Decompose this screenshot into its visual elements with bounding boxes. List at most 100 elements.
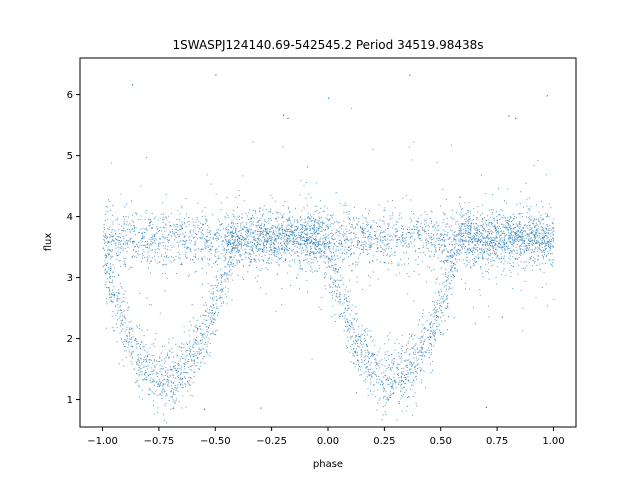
- data-point: [545, 255, 547, 257]
- data-point: [381, 381, 383, 383]
- data-point: [122, 324, 124, 326]
- data-point: [271, 262, 272, 264]
- data-point: [173, 260, 175, 262]
- data-point: [375, 374, 377, 376]
- data-point: [185, 385, 187, 387]
- data-point: [430, 315, 432, 316]
- data-point: [263, 260, 265, 262]
- data-point: [118, 289, 120, 291]
- data-point: [127, 240, 129, 242]
- data-point: [267, 228, 269, 229]
- data-point: [210, 285, 212, 287]
- data-point: [417, 351, 419, 353]
- data-point: [519, 254, 521, 255]
- data-point: [145, 366, 147, 367]
- data-point: [145, 241, 146, 243]
- data-point: [538, 248, 540, 250]
- data-point: [214, 249, 216, 251]
- data-point: [423, 229, 425, 231]
- data-point: [288, 238, 290, 240]
- data-point: [401, 356, 403, 358]
- data-point: [162, 375, 164, 377]
- data-point: [326, 218, 328, 220]
- data-point: [195, 326, 197, 328]
- data-point: [372, 148, 374, 150]
- data-point: [200, 231, 202, 233]
- data-point: [515, 240, 517, 242]
- data-point: [129, 231, 131, 233]
- data-point: [446, 305, 448, 307]
- data-point: [519, 226, 521, 228]
- data-point: [118, 233, 120, 235]
- data-point: [452, 255, 454, 257]
- data-point: [223, 301, 225, 303]
- data-point: [356, 343, 358, 344]
- data-point: [224, 272, 226, 273]
- data-point: [264, 238, 266, 240]
- data-point: [350, 254, 351, 256]
- data-point: [475, 247, 477, 249]
- data-point: [368, 352, 370, 354]
- data-point: [240, 230, 242, 231]
- data-point: [384, 357, 386, 359]
- data-point: [346, 239, 348, 240]
- data-point: [201, 284, 203, 286]
- data-point: [319, 252, 321, 254]
- data-point: [141, 341, 143, 343]
- data-point: [323, 277, 325, 279]
- data-point: [119, 252, 121, 254]
- data-point: [490, 237, 492, 239]
- data-point: [478, 237, 480, 239]
- data-point: [227, 229, 229, 230]
- data-point: [411, 219, 413, 221]
- data-point: [348, 307, 350, 309]
- data-point: [140, 344, 142, 345]
- data-point: [333, 279, 335, 281]
- data-point: [304, 228, 306, 230]
- data-point: [403, 394, 405, 396]
- data-point: [370, 236, 372, 238]
- data-point: [435, 282, 437, 284]
- data-point: [480, 214, 482, 216]
- data-point: [265, 229, 267, 231]
- data-point: [161, 365, 163, 367]
- data-point: [492, 231, 494, 233]
- data-point: [153, 234, 155, 236]
- data-point: [165, 366, 167, 368]
- data-point: [306, 246, 308, 248]
- data-point: [536, 230, 538, 232]
- data-point: [336, 296, 338, 298]
- data-point: [129, 328, 130, 330]
- data-point: [212, 291, 214, 293]
- data-point: [118, 236, 120, 238]
- data-point: [302, 247, 304, 249]
- data-point: [353, 217, 355, 219]
- data-point: [303, 236, 305, 238]
- data-point: [331, 229, 333, 231]
- data-point: [335, 295, 337, 297]
- data-point: [544, 240, 546, 242]
- data-point: [210, 297, 211, 299]
- data-point: [178, 257, 180, 259]
- data-point: [391, 385, 393, 387]
- data-point: [309, 226, 311, 228]
- data-point: [224, 266, 226, 268]
- data-point: [324, 243, 325, 245]
- data-point: [339, 299, 341, 301]
- data-point: [225, 239, 227, 241]
- data-point: [318, 241, 320, 243]
- data-point: [330, 223, 332, 225]
- data-point: [134, 382, 136, 384]
- data-point: [325, 238, 327, 240]
- data-point: [549, 233, 551, 235]
- data-point: [142, 361, 144, 363]
- data-point: [529, 257, 531, 258]
- data-point: [299, 262, 301, 264]
- data-point: [423, 332, 425, 334]
- data-point: [333, 255, 335, 257]
- data-point: [144, 218, 146, 220]
- data-point: [204, 241, 206, 243]
- data-point: [545, 249, 547, 251]
- data-point: [435, 340, 437, 342]
- data-point: [107, 248, 109, 250]
